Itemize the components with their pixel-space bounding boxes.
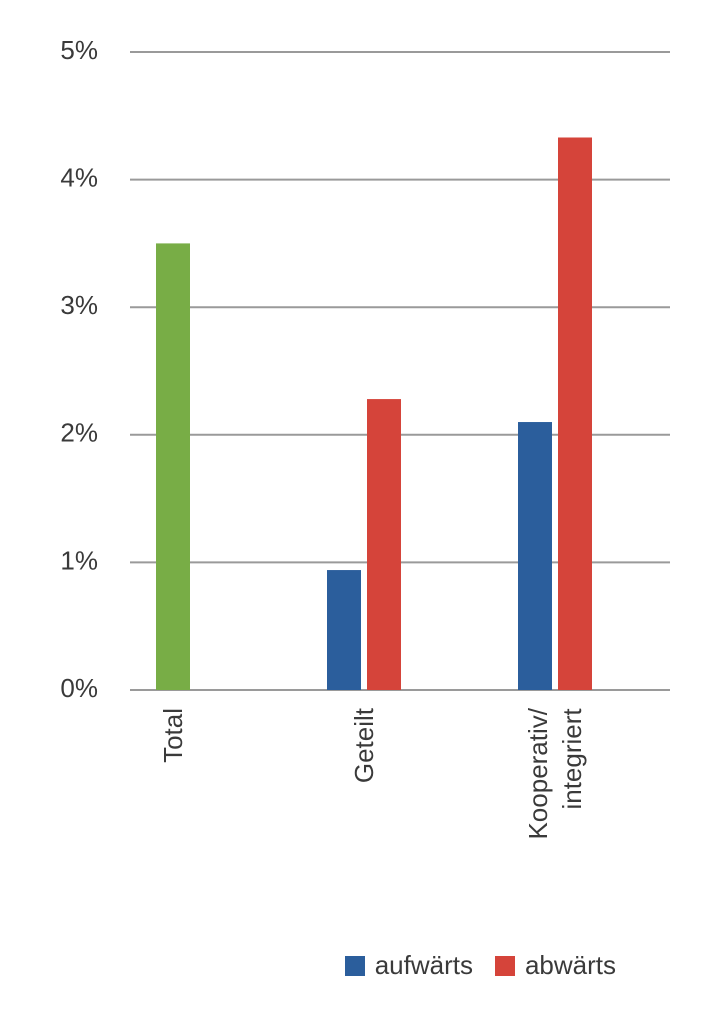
y-tick-label: 4% [60, 162, 98, 192]
legend-label: abwärts [524, 950, 616, 980]
bar [156, 243, 190, 690]
y-tick-label: 1% [60, 545, 98, 575]
legend-label: aufwärts [374, 950, 473, 980]
y-tick-label: 3% [60, 290, 98, 320]
bar [518, 422, 552, 690]
y-tick-label: 2% [60, 418, 98, 448]
y-tick-label: 5% [60, 35, 98, 65]
legend-item: aufwärts [344, 950, 473, 981]
legend-swatch [494, 955, 515, 976]
legend-swatch [344, 955, 365, 976]
y-tick-label: 0% [60, 673, 98, 703]
legend: aufwärts abwärts [0, 950, 706, 981]
x-tick-label: Kooperativ/ integriert [523, 708, 587, 840]
bar [327, 570, 361, 690]
legend-item: abwärts [494, 950, 616, 981]
bar [367, 399, 401, 690]
x-tick-label: Geteilt [349, 708, 379, 784]
bar [558, 137, 592, 690]
x-tick-label: Total [158, 708, 188, 763]
